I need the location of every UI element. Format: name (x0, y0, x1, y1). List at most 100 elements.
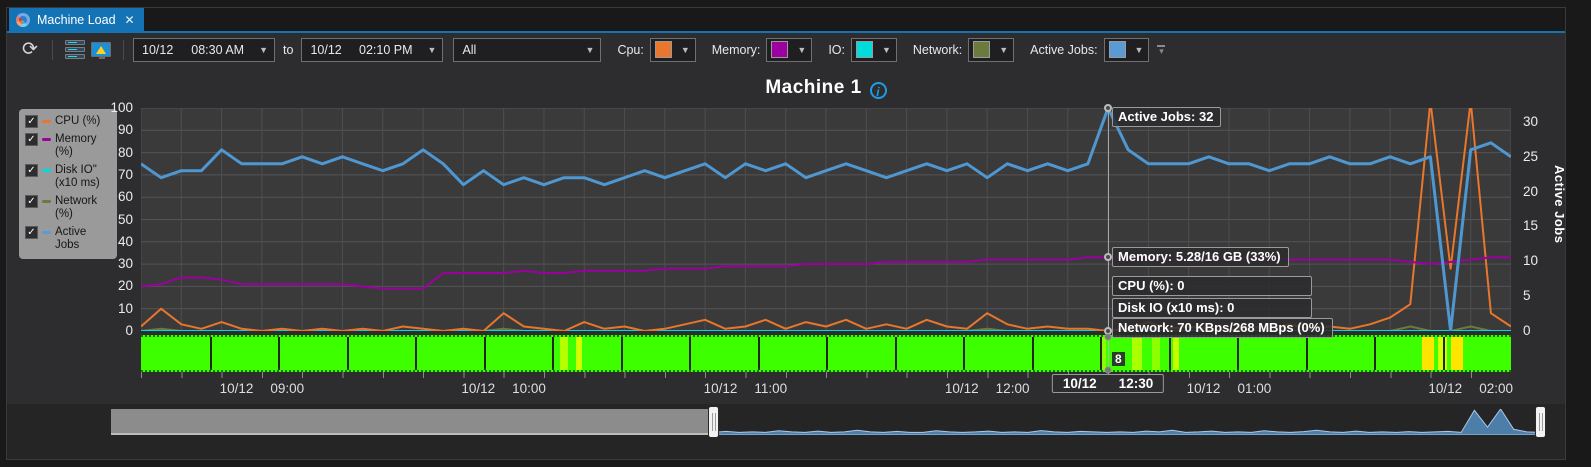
range-thumb-left[interactable] (708, 406, 719, 438)
page-title: Machine 1 (765, 77, 862, 98)
chevron-down-icon[interactable]: ▼ (259, 44, 268, 55)
strip-separator (689, 337, 691, 370)
load-heatmap-strip[interactable] (141, 335, 1511, 372)
right-axis-tick-label: 5 (1523, 288, 1531, 304)
left-axis-tick-label: 50 (117, 211, 133, 227)
series-line-active-jobs (141, 108, 1511, 331)
x-label-time: 01:00 (1237, 381, 1272, 396)
legend-checkbox[interactable]: ✓ (25, 115, 38, 128)
left-axis-tick-label: 80 (117, 144, 133, 160)
legend-item: ✓ Memory (%) (25, 133, 111, 159)
legend-color-dash (42, 169, 51, 172)
toolbar-overflow-icon[interactable]: ▾ (1157, 44, 1166, 56)
range-unselected-left[interactable] (111, 409, 713, 435)
left-axis-tick-label: 0 (125, 323, 133, 338)
from-time: 08:30 AM (191, 42, 245, 57)
strip-separator (483, 337, 486, 370)
legend-label: Memory (%) (55, 133, 97, 158)
series-picker-label: IO: (828, 42, 845, 57)
tab-machine-load[interactable]: Machine Load ✕ (9, 8, 144, 31)
strip-separator (1442, 337, 1445, 370)
legend-checkbox[interactable]: ✓ (25, 133, 38, 146)
strip-band (560, 337, 569, 370)
strip-band (1422, 337, 1435, 370)
strip-band (1132, 337, 1143, 370)
servers-icon[interactable] (62, 38, 88, 62)
x-label-time: 11:00 (754, 381, 788, 396)
chevron-down-icon[interactable]: ▼ (881, 44, 891, 55)
legend-label: Active Jobs (55, 226, 87, 251)
strip-band (1152, 337, 1161, 370)
series-picker-label: Memory: (711, 42, 761, 57)
color-picker-network[interactable]: ▼ (968, 37, 1015, 62)
legend-checkbox[interactable]: ✓ (25, 164, 38, 177)
strip-separator (826, 337, 828, 370)
series-pickers: Cpu: ▼ Memory: ▼ IO: ▼ Network: ▼ Active Jobs: ▼ (601, 37, 1150, 62)
x-axis-label: 10/12 12:00 (945, 381, 1030, 396)
legend-item: ✓ Network (%) (25, 195, 111, 221)
strip-separator (346, 337, 349, 370)
x-label-date: 10/12 (1428, 381, 1463, 396)
color-picker-cpu[interactable]: ▼ (649, 37, 696, 62)
strip-separator (620, 337, 623, 370)
legend-color-dash (42, 231, 51, 234)
range-selector[interactable] (111, 406, 1546, 438)
info-icon[interactable]: i (869, 82, 887, 99)
tab-accent-line (7, 31, 1565, 33)
from-date: 10/12 (142, 42, 174, 57)
x-label-time: 02:00 (1479, 381, 1513, 396)
strip-separator (552, 337, 554, 370)
monitor-alert-icon[interactable] (88, 38, 114, 62)
x-axis-label: 10/12 11:00 (704, 381, 788, 396)
strip-separator (1237, 337, 1239, 370)
to-datetime-picker[interactable]: 10/12 02:10 PM ▼ (301, 37, 444, 62)
filter-dropdown[interactable]: All ▼ (453, 37, 602, 62)
range-thumb-right[interactable] (1535, 406, 1546, 438)
legend-panel: ✓ CPU (%) ✓ Memory (%) ✓ Disk IO" (x10 ms) ✓… (19, 109, 117, 259)
chevron-down-icon[interactable]: ▼ (999, 44, 1009, 55)
strip-band (576, 337, 583, 370)
strip-separator (415, 337, 417, 370)
legend-checkbox[interactable]: ✓ (25, 195, 38, 208)
x-label-date: 10/12 (1186, 381, 1221, 396)
left-axis-tick-label: 70 (117, 166, 133, 182)
toolbar: ⟳ 10/12 08:30 AM ▼ to 10/12 02:10 PM ▼ A… (7, 33, 1565, 66)
legend-label: Disk IO" (x10 ms) (55, 164, 100, 189)
left-axis-tick-label: 60 (117, 189, 133, 205)
color-swatch (654, 41, 672, 58)
from-datetime-picker[interactable]: 10/12 08:30 AM ▼ (133, 37, 275, 62)
legend-checkbox[interactable]: ✓ (25, 226, 38, 239)
chevron-down-icon[interactable]: ▼ (585, 44, 595, 55)
crosshair-line (1108, 108, 1110, 375)
left-axis-tick-label: 10 (117, 300, 133, 316)
refresh-icon[interactable]: ⟳ (22, 39, 38, 60)
crosshair-date: 10/12 (1062, 376, 1097, 391)
strip-separator (278, 337, 280, 370)
overview-sparkline (111, 409, 1546, 435)
left-axis-tick-label: 30 (117, 256, 133, 272)
tab-close-icon[interactable]: ✕ (124, 12, 135, 27)
color-swatch (855, 41, 873, 58)
chevron-down-icon[interactable]: ▼ (680, 44, 690, 55)
chevron-down-icon[interactable]: ▼ (1134, 44, 1144, 55)
chevron-down-icon[interactable]: ▼ (797, 44, 807, 55)
tab-bar: Machine Load ✕ (7, 8, 1565, 31)
crosshair-marker (1104, 253, 1113, 262)
strip-separator (1305, 337, 1308, 370)
color-picker-io[interactable]: ▼ (850, 37, 897, 62)
legend-color-dash (42, 120, 51, 123)
color-picker-memory[interactable]: ▼ (766, 37, 813, 62)
color-picker-activejobs[interactable]: ▼ (1103, 37, 1150, 62)
strip-separator (209, 337, 212, 370)
strip-band (1100, 337, 1107, 370)
toolbar-separator (123, 39, 124, 60)
right-axis-tick-label: 0 (1523, 323, 1531, 338)
x-axis-label: 10/12 09:00 (220, 381, 305, 396)
chevron-down-icon[interactable]: ▼ (427, 44, 437, 55)
left-axis-tick-label: 100 (110, 100, 133, 115)
legend-item: ✓ Disk IO" (x10 ms) (25, 164, 111, 190)
left-axis-tick-label: 40 (117, 233, 133, 249)
crosshair-time: 12:30 (1118, 376, 1154, 391)
x-label-date: 10/12 (944, 381, 979, 396)
